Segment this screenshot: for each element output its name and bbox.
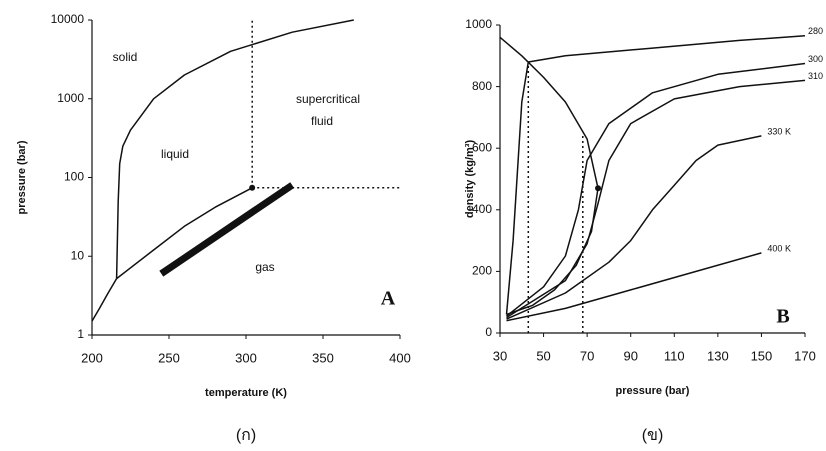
series-label: 400 K: [767, 243, 791, 253]
x-tick-label: 90: [623, 348, 637, 363]
y-tick-label: 10000: [51, 12, 85, 26]
point: [249, 185, 255, 191]
x-tick-label: 170: [794, 348, 816, 363]
x-tick-label: 350: [312, 350, 334, 365]
y-tick-label: 0: [485, 325, 492, 339]
line: [507, 64, 806, 317]
line: [117, 188, 253, 279]
x-tick-label: 50: [536, 348, 550, 363]
y-axis-label: density (kg/m³): [464, 140, 476, 219]
x-tick-label: 250: [158, 350, 180, 365]
y-axis-label: pressure (bar): [16, 140, 28, 214]
x-axis-label: pressure (bar): [616, 385, 690, 397]
annotation: gas: [255, 260, 274, 274]
x-tick-label: 200: [81, 350, 103, 365]
annotation: liquid: [161, 147, 189, 161]
x-tick-label: 110: [664, 348, 685, 363]
x-tick-label: 70: [580, 348, 594, 363]
series-label: 300 K: [808, 54, 826, 64]
y-tick-label: 1000: [57, 91, 84, 105]
x-tick-label: 400: [389, 350, 411, 365]
line: [507, 36, 806, 315]
y-tick-label: 1: [77, 327, 84, 341]
y-tick-label: 200: [472, 264, 492, 278]
x-tick-label: 150: [751, 348, 773, 363]
annotation: solid: [113, 50, 138, 64]
annotation: A: [381, 288, 396, 310]
x-tick-label: 300: [235, 350, 257, 365]
line: [507, 136, 762, 319]
point: [595, 185, 601, 191]
caption: (ก): [236, 427, 256, 444]
series-label: 280 K: [808, 26, 826, 36]
line: [507, 80, 806, 317]
x-axis-label: temperature (K): [205, 387, 287, 399]
line: [92, 279, 117, 322]
x-tick-label: 30: [493, 348, 507, 363]
line: [117, 20, 354, 279]
series-label: 310 K: [808, 71, 826, 81]
figure: 110100100010000200250300350400temperatur…: [0, 0, 826, 451]
y-tick-label: 800: [472, 79, 492, 93]
y-tick-label: 10: [71, 248, 85, 262]
series-label: 330 K: [767, 126, 791, 136]
annotation: fluid: [311, 114, 333, 128]
line: [507, 253, 762, 321]
annotation: B: [776, 306, 789, 328]
y-tick-label: 100: [64, 170, 84, 184]
caption: (ข): [642, 427, 664, 444]
y-tick-label: 1000: [465, 17, 492, 31]
x-tick-label: 130: [707, 348, 729, 363]
annotation: supercritical: [296, 92, 360, 106]
